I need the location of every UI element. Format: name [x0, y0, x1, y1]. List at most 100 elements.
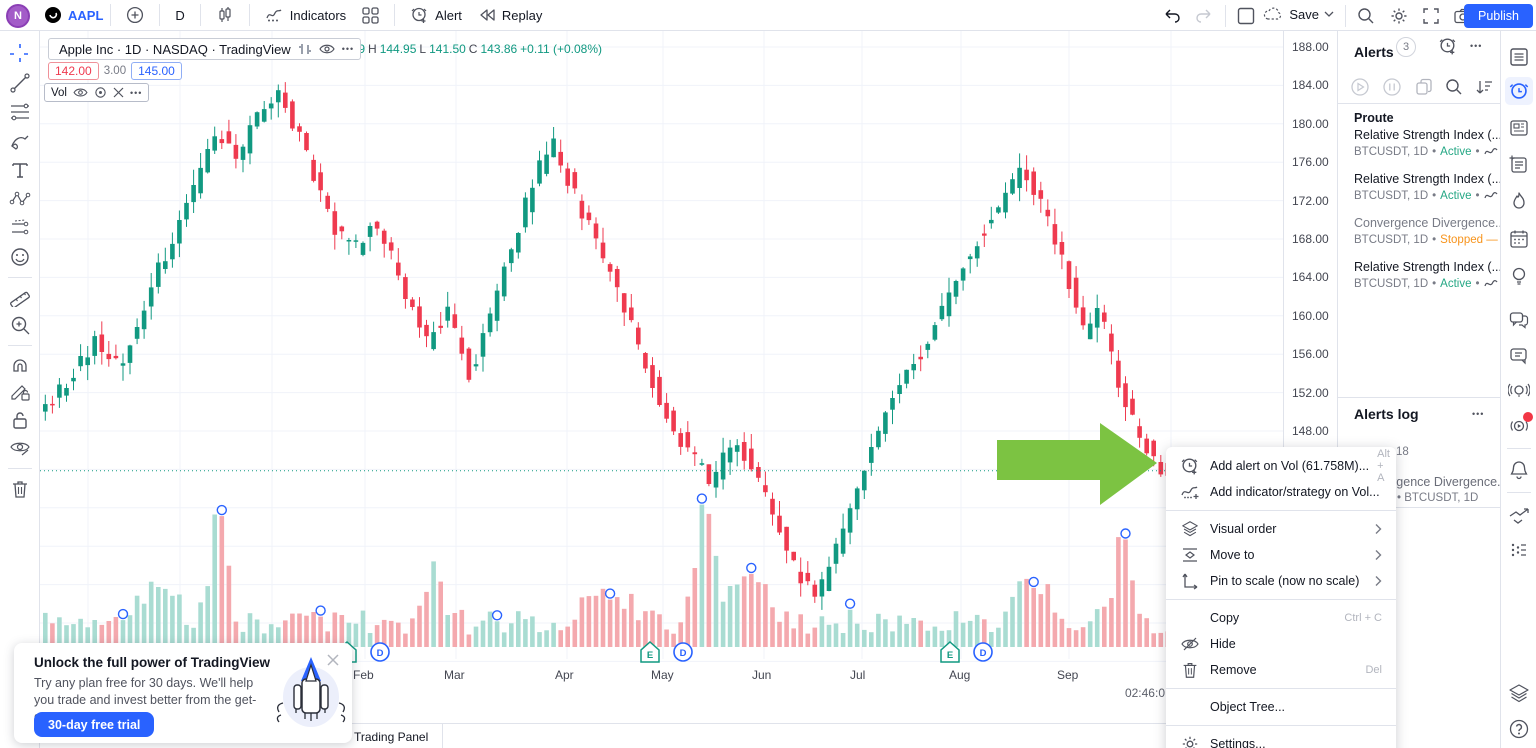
series-legend[interactable]: Apple Inc · 1D · NASDAQ · TradingView ••…: [48, 38, 362, 60]
stop-all-alerts-button[interactable]: [1382, 77, 1402, 97]
banner-close-icon[interactable]: [326, 653, 340, 667]
private-chat-icon[interactable]: [1508, 345, 1530, 367]
menu-item-copy[interactable]: Copy Ctrl + C: [1210, 611, 1382, 625]
forecast-tool[interactable]: [9, 217, 31, 239]
time-axis[interactable]: Feb Mar Apr May Jun Jul Aug Sep: [40, 662, 1283, 692]
magnet-tool[interactable]: [9, 353, 31, 375]
dividends-badge[interactable]: D: [673, 642, 693, 662]
indicators-button[interactable]: Indicators: [257, 2, 354, 28]
close-icon[interactable]: [113, 87, 124, 98]
menu-item-remove[interactable]: Remove Del: [1166, 657, 1396, 683]
green-arrow-annotation[interactable]: [997, 423, 1157, 505]
price-range-tool[interactable]: 142.00 3.00 145.00: [48, 62, 182, 80]
eye-icon[interactable]: [318, 43, 335, 55]
news-icon[interactable]: [1508, 117, 1530, 139]
dom-icon[interactable]: [1508, 539, 1530, 561]
price-chart[interactable]: EDEDED: [40, 31, 1283, 723]
alert-list-item[interactable]: Relative Strength Index (... BTCUSDT, 1D…: [1354, 171, 1500, 204]
range-upper-price[interactable]: 145.00: [131, 62, 182, 80]
user-avatar[interactable]: N: [6, 4, 30, 28]
indicator-settings-icon[interactable]: [94, 86, 107, 99]
settings-button[interactable]: [1389, 6, 1409, 26]
fullscreen-button[interactable]: [1421, 6, 1441, 26]
alert-list-item[interactable]: Proute Relative Strength Index (... BTCU…: [1354, 110, 1500, 160]
pattern-tool[interactable]: [9, 188, 31, 210]
dividends-badge[interactable]: D: [973, 642, 993, 662]
earnings-badge[interactable]: E: [940, 640, 960, 663]
help-icon[interactable]: [1508, 718, 1530, 740]
volume-alert-marker[interactable]: [604, 588, 616, 599]
streams-icon[interactable]: [1508, 412, 1533, 437]
zoom-in-tool[interactable]: [9, 314, 31, 336]
remove-drawings-tool[interactable]: [9, 478, 31, 500]
symbol-button[interactable]: AAPL: [44, 6, 103, 24]
alerts-more-icon[interactable]: •••: [1470, 41, 1483, 51]
trend-line-tool[interactable]: [9, 72, 31, 94]
fib-retracement-tool[interactable]: [9, 101, 31, 123]
bar-style-mini-icon[interactable]: [298, 42, 312, 56]
volume-indicator-legend[interactable]: Vol •••: [44, 83, 150, 102]
chart-style-button[interactable]: [208, 2, 242, 28]
order-panel-icon[interactable]: [1508, 504, 1530, 526]
text-tool[interactable]: [9, 159, 31, 181]
layout-grid-button[interactable]: [354, 2, 387, 28]
clone-alert-button[interactable]: [1414, 77, 1434, 97]
volume-alert-marker[interactable]: [216, 504, 228, 516]
compare-add-button[interactable]: [118, 2, 152, 28]
sort-alerts-button[interactable]: [1474, 77, 1494, 97]
hide-drawings-tool[interactable]: [9, 437, 31, 459]
alerts-log-more-icon[interactable]: •••: [1472, 409, 1485, 419]
candlestick-series[interactable]: [43, 82, 1171, 610]
lock-drawings-tool[interactable]: [9, 409, 31, 431]
drawing-mode-lock-tool[interactable]: [9, 381, 31, 403]
public-chats-icon[interactable]: [1508, 309, 1530, 331]
alert-list-item[interactable]: Relative Strength Index (... BTCUSDT, 1D…: [1354, 259, 1500, 292]
watchlist-icon[interactable]: [1508, 46, 1530, 68]
search-alerts-button[interactable]: [1444, 77, 1464, 97]
hotlists-icon[interactable]: [1508, 191, 1530, 213]
cloud-save-button[interactable]: Save: [1262, 4, 1334, 24]
select-layout-button[interactable]: [1236, 6, 1256, 26]
interval-button[interactable]: D: [175, 7, 185, 23]
replay-button[interactable]: Replay: [470, 2, 550, 28]
series-more-icon[interactable]: •••: [341, 44, 355, 54]
quick-search-button[interactable]: [1356, 6, 1376, 26]
volume-alert-marker[interactable]: [1028, 576, 1039, 588]
publish-button[interactable]: Publish: [1464, 4, 1533, 28]
menu-item-settings[interactable]: Settings...: [1166, 731, 1396, 748]
menu-item-hide[interactable]: Hide: [1166, 631, 1396, 657]
volume-alert-marker[interactable]: [315, 605, 326, 616]
volume-alert-marker[interactable]: [746, 562, 757, 574]
restart-all-alerts-button[interactable]: [1350, 77, 1370, 97]
crosshair-tool[interactable]: [9, 43, 31, 65]
ideas-stream-icon[interactable]: [1508, 380, 1530, 402]
volume-alert-marker[interactable]: [696, 493, 708, 504]
free-trial-button[interactable]: 30-day free trial: [34, 712, 155, 737]
range-lower-price[interactable]: 142.00: [48, 62, 99, 80]
create-alert-button[interactable]: Alert: [402, 2, 470, 28]
emoji-tool[interactable]: [9, 246, 31, 268]
volume-alert-marker[interactable]: [491, 610, 503, 621]
volume-series[interactable]: [43, 504, 1171, 647]
menu-item-add-indicator[interactable]: Add indicator/strategy on Vol...: [1166, 479, 1396, 505]
menu-item-add-alert[interactable]: Add alert on Vol (61.758M)... Alt + A: [1166, 448, 1396, 484]
undo-button[interactable]: [1162, 5, 1182, 25]
eye-icon[interactable]: [73, 87, 88, 98]
ideas-icon[interactable]: [1508, 265, 1530, 287]
dividends-badge[interactable]: D: [370, 642, 390, 662]
redo-button[interactable]: [1194, 5, 1214, 25]
trading-panel-tab[interactable]: Trading Panel: [340, 724, 444, 748]
volume-alert-marker[interactable]: [117, 608, 129, 620]
text-notes-icon[interactable]: [1508, 154, 1530, 176]
menu-item-visual-order[interactable]: Visual order: [1166, 516, 1396, 542]
alert-list-item[interactable]: Convergence Divergence... BTCUSDT, 1D • St…: [1354, 215, 1500, 248]
calendar-icon[interactable]: [1508, 228, 1530, 250]
menu-item-move-to[interactable]: Move to: [1166, 542, 1396, 568]
brush-tool[interactable]: [9, 130, 31, 152]
volume-alert-marker[interactable]: [844, 598, 856, 609]
menu-item-pin-to-scale[interactable]: Pin to scale (now no scale): [1166, 568, 1396, 594]
alerts-tab-icon[interactable]: [1505, 77, 1533, 105]
add-alert-button[interactable]: [1438, 36, 1458, 56]
chart-pane[interactable]: EDEDED Apple Inc · 1D · NASDAQ · Trading…: [40, 31, 1283, 723]
earnings-badge[interactable]: E: [640, 640, 660, 663]
